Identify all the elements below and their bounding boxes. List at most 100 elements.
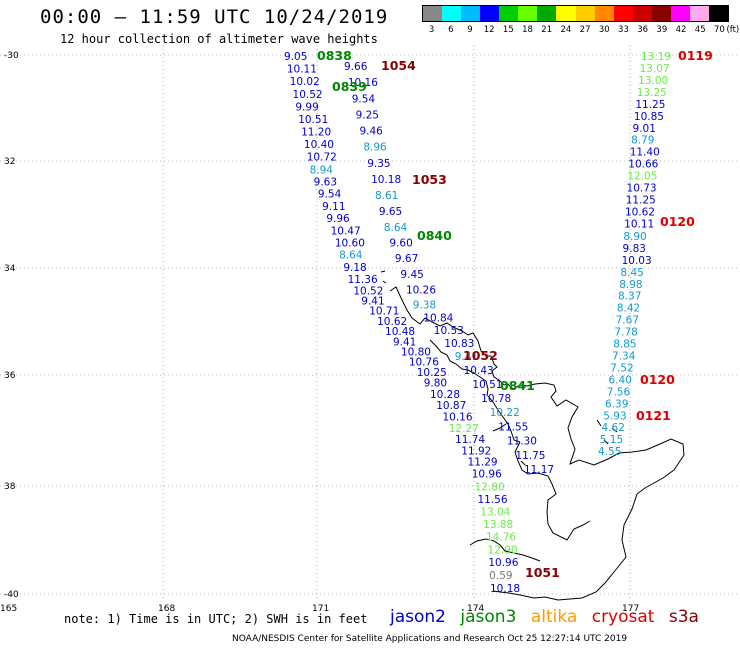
- scale-swatch: [689, 6, 709, 21]
- altimeter-track-west: 9.0510.1110.0210.529.9910.5111.2010.4010…: [284, 51, 520, 595]
- track-a-value: 8.64: [339, 250, 363, 262]
- scale-label: 15: [502, 25, 514, 35]
- track-a-value: 10.76: [409, 357, 439, 369]
- track-b-value: 10.83: [444, 338, 474, 350]
- track-a-value: 0.59: [489, 570, 512, 582]
- scale-label: 18: [522, 25, 533, 35]
- track-a-value: 10.16: [442, 411, 472, 423]
- scale-swatch: [670, 6, 690, 21]
- pass-time-label: 0841: [500, 378, 535, 393]
- track-c-value: 11.40: [630, 147, 660, 159]
- credit-line: NOAA/NESDIS Center for Satellite Applica…: [232, 634, 628, 644]
- scale-label: 70: [713, 25, 725, 35]
- track-a-value: 10.47: [331, 225, 361, 237]
- track-a-value: 11.36: [348, 274, 378, 286]
- scale-swatch: [708, 6, 728, 21]
- track-b-value: 9.67: [395, 253, 418, 265]
- scale-swatch: [613, 6, 633, 21]
- pass-time-label: 0840: [417, 228, 452, 243]
- color-scale: 3 6 9 12 15 18 21 24 27 30 33 36 39 42 45 70 (ft): [422, 5, 739, 36]
- pass-time-label: 1054: [381, 58, 416, 73]
- altimeter-track-central: 9.66 10.16 9.54 9.25 9.46 8.96 9.35 10.18 8.61 9.…: [344, 61, 554, 476]
- scale-label: 12: [483, 25, 495, 35]
- track-a-value: 10.18: [490, 583, 520, 595]
- track-a-value: 9.63: [314, 177, 337, 189]
- track-c-value: 8.37: [618, 291, 641, 303]
- track-a-value: 9.80: [424, 378, 447, 390]
- scale-swatch: [518, 6, 538, 21]
- scale-label: 3: [428, 25, 435, 35]
- track-a-value: 9.18: [343, 262, 366, 274]
- track-c-value: 7.56: [607, 386, 631, 398]
- track-b-value: 9.60: [389, 238, 412, 250]
- track-a-value: 10.51: [298, 114, 328, 126]
- scale-label: 42: [675, 25, 687, 35]
- color-scale-labels: 3 6 9 12 15 18 21 24 27 30 33 36 39 42 45 70 (ft): [422, 22, 739, 36]
- track-b-value: 11.55: [498, 421, 528, 433]
- track-b-value: 9.54: [352, 93, 376, 105]
- track-c-value: 8.85: [613, 339, 636, 351]
- scale-label: 24: [560, 25, 572, 35]
- track-b-value: 9.41: [455, 351, 478, 363]
- scale-swatch: [499, 6, 519, 21]
- scale-swatch: [461, 6, 481, 21]
- track-a-value: 10.52: [353, 285, 383, 297]
- track-a-value: 10.02: [290, 76, 320, 88]
- scale-label: 45: [694, 25, 706, 35]
- track-b-value: 9.46: [359, 126, 383, 138]
- scale-label: 39: [656, 25, 668, 35]
- pass-time-label: 0120: [640, 372, 675, 387]
- track-a-value: 12.90: [488, 544, 518, 556]
- track-a-value: 10.28: [430, 389, 460, 401]
- track-b-value: 8.61: [375, 190, 398, 202]
- legend-cryosat: cryosat: [591, 607, 655, 627]
- lon-label: 174: [467, 604, 484, 614]
- scale-swatch: [575, 6, 595, 21]
- track-a-value: 10.96: [488, 557, 518, 569]
- axis-labels: -30 32 34 36 38 -40 165 168 171 174 177: [0, 51, 639, 614]
- track-c-value: 8.79: [631, 135, 654, 147]
- track-b-value: 11.17: [524, 464, 554, 476]
- track-a-value: 9.05: [284, 51, 307, 63]
- track-c-value: 8.42: [617, 303, 640, 315]
- track-a-value: 10.48: [385, 326, 415, 338]
- track-b-value: 9.35: [367, 158, 390, 170]
- track-b-value: 10.51: [472, 379, 502, 391]
- track-c-value: 7.78: [614, 327, 637, 339]
- track-a-value: 9.54: [318, 189, 342, 201]
- color-scale-swatches: [422, 5, 729, 22]
- track-c-value: 10.85: [634, 111, 664, 123]
- track-c-value: 6.40: [609, 375, 632, 387]
- track-b-value: 9.45: [400, 269, 423, 281]
- pass-time-label: 0119: [678, 48, 713, 63]
- lat-label: -40: [4, 590, 19, 600]
- pass-time-label: 1053: [412, 172, 447, 187]
- track-b-value: 11.75: [515, 450, 545, 462]
- satellite-legend: jason2 jason3 altika cryosat s3a: [390, 607, 708, 627]
- lat-label: -30: [4, 51, 19, 61]
- track-a-value: 10.52: [293, 89, 323, 101]
- track-a-value: 10.96: [472, 469, 502, 481]
- track-c-value: 10.73: [627, 183, 657, 195]
- track-a-value: 10.11: [287, 64, 317, 76]
- scale-unit: (ft): [726, 25, 740, 35]
- track-b-value: 8.64: [384, 222, 408, 234]
- lat-label: 38: [4, 482, 16, 492]
- track-b-value: 10.78: [481, 393, 511, 405]
- pass-time-label: 0120: [660, 214, 695, 229]
- lat-label: 36: [4, 371, 16, 381]
- track-b-value: 10.84: [423, 312, 453, 324]
- track-c-value: 10.11: [624, 219, 654, 231]
- lon-label: 165: [0, 604, 17, 614]
- scale-label: 30: [598, 25, 610, 35]
- track-b-value: 10.18: [371, 174, 401, 186]
- track-c-value: 8.98: [619, 279, 642, 291]
- track-a-value: 8.94: [310, 164, 334, 176]
- pass-time-label: 1051: [525, 565, 560, 580]
- track-b-value: 10.16: [348, 77, 378, 89]
- track-c-value: 10.66: [628, 159, 658, 171]
- track-a-value: 10.80: [401, 346, 431, 358]
- track-a-value: 10.62: [377, 316, 407, 328]
- track-b-value: 9.38: [413, 299, 436, 311]
- lon-label: 168: [158, 604, 175, 614]
